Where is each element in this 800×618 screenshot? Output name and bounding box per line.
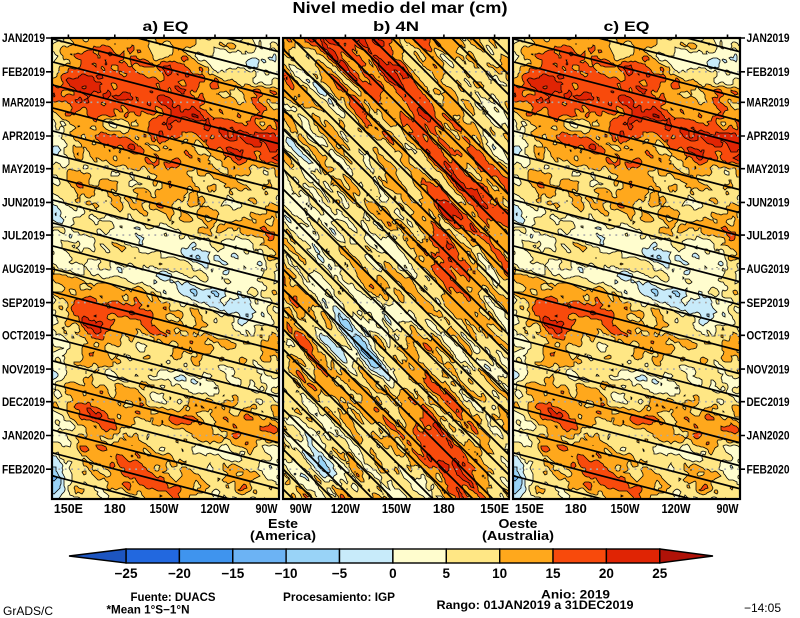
svg-text:OCT2019: OCT2019 bbox=[747, 329, 790, 343]
svg-text:JAN2020: JAN2020 bbox=[2, 429, 45, 443]
svg-text:FEB2019: FEB2019 bbox=[2, 65, 45, 79]
svg-text:OCT2019: OCT2019 bbox=[2, 329, 45, 343]
svg-text:SEP2019: SEP2019 bbox=[2, 296, 45, 310]
svg-text:−25: −25 bbox=[115, 566, 138, 581]
svg-text:Oeste: Oeste bbox=[499, 516, 538, 531]
svg-text:90W: 90W bbox=[290, 501, 313, 516]
svg-text:90W: 90W bbox=[256, 501, 279, 516]
svg-text:JUN2019: JUN2019 bbox=[2, 196, 45, 210]
svg-text:15: 15 bbox=[545, 566, 561, 581]
svg-text:JUN2019: JUN2019 bbox=[747, 196, 790, 210]
svg-text:MAY2019: MAY2019 bbox=[2, 162, 45, 176]
svg-text:FEB2020: FEB2020 bbox=[747, 462, 790, 476]
svg-text:AUG2019: AUG2019 bbox=[2, 262, 45, 276]
svg-text:AUG2019: AUG2019 bbox=[747, 262, 790, 276]
svg-text:120W: 120W bbox=[662, 501, 692, 516]
svg-text:150W: 150W bbox=[150, 501, 180, 516]
svg-text:150W: 150W bbox=[382, 501, 412, 516]
svg-text:Anio: 2019: Anio: 2019 bbox=[541, 588, 610, 602]
svg-text:FEB2019: FEB2019 bbox=[747, 65, 790, 79]
svg-text:JAN2020: JAN2020 bbox=[747, 429, 790, 443]
svg-text:150E: 150E bbox=[54, 501, 83, 516]
svg-text:150W: 150W bbox=[611, 501, 641, 516]
svg-text:−5: −5 bbox=[332, 566, 348, 581]
svg-text:25: 25 bbox=[652, 566, 668, 581]
svg-text:SEP2019: SEP2019 bbox=[747, 296, 790, 310]
svg-text:120W: 120W bbox=[201, 501, 231, 516]
svg-text:c) EQ: c) EQ bbox=[604, 18, 650, 34]
svg-text:MAY2019: MAY2019 bbox=[747, 162, 790, 176]
svg-text:MAR2019: MAR2019 bbox=[747, 96, 790, 110]
svg-text:0: 0 bbox=[389, 566, 397, 581]
svg-text:150E: 150E bbox=[515, 501, 544, 516]
svg-text:180: 180 bbox=[565, 501, 587, 516]
svg-text:Nivel medio del mar (cm): Nivel medio del mar (cm) bbox=[293, 0, 508, 17]
svg-text:−20: −20 bbox=[168, 566, 191, 581]
svg-text:(Australia): (Australia) bbox=[482, 528, 554, 543]
svg-text:Fuente: DUACS: Fuente: DUACS bbox=[131, 590, 216, 604]
svg-text:b) 4N: b) 4N bbox=[373, 18, 419, 34]
svg-text:10: 10 bbox=[492, 566, 507, 581]
svg-text:20: 20 bbox=[599, 566, 614, 581]
svg-text:JAN2019: JAN2019 bbox=[2, 31, 45, 45]
svg-text:a) EQ: a) EQ bbox=[143, 18, 189, 34]
svg-text:90W: 90W bbox=[717, 501, 740, 516]
svg-text:180: 180 bbox=[104, 501, 126, 516]
svg-text:150E: 150E bbox=[480, 501, 509, 516]
svg-text:DEC2019: DEC2019 bbox=[747, 395, 790, 409]
svg-text:NOV2019: NOV2019 bbox=[747, 362, 790, 376]
svg-text:FEB2020: FEB2020 bbox=[2, 462, 45, 476]
svg-text:Rango: 01JAN2019 a 31DEC201: Rango: 01JAN2019 a 31DEC2019 bbox=[437, 598, 634, 612]
svg-text:DEC2019: DEC2019 bbox=[2, 395, 45, 409]
svg-text:APR2019: APR2019 bbox=[2, 129, 45, 143]
svg-text:−15: −15 bbox=[221, 566, 244, 581]
svg-text:(America): (America) bbox=[250, 528, 316, 543]
svg-text:NOV2019: NOV2019 bbox=[2, 362, 45, 376]
svg-text:*Mean 1°S−1°N: *Mean 1°S−1°N bbox=[107, 605, 190, 617]
svg-text:JAN2019: JAN2019 bbox=[747, 31, 790, 45]
svg-text:JUL2019: JUL2019 bbox=[2, 228, 45, 242]
svg-text:GrADS/C: GrADS/C bbox=[3, 604, 53, 618]
svg-text:−10: −10 bbox=[275, 566, 298, 581]
svg-text:−14:05: −14:05 bbox=[744, 601, 781, 615]
svg-text:Este: Este bbox=[268, 516, 298, 531]
svg-text:JUL2019: JUL2019 bbox=[747, 228, 790, 242]
svg-text:120W: 120W bbox=[331, 501, 361, 516]
svg-text:Procesamiento: IGP: Procesamiento: IGP bbox=[283, 590, 395, 604]
svg-text:APR2019: APR2019 bbox=[747, 129, 790, 143]
svg-text:5: 5 bbox=[443, 566, 451, 581]
svg-text:MAR2019: MAR2019 bbox=[2, 96, 45, 110]
svg-text:180: 180 bbox=[433, 501, 455, 516]
